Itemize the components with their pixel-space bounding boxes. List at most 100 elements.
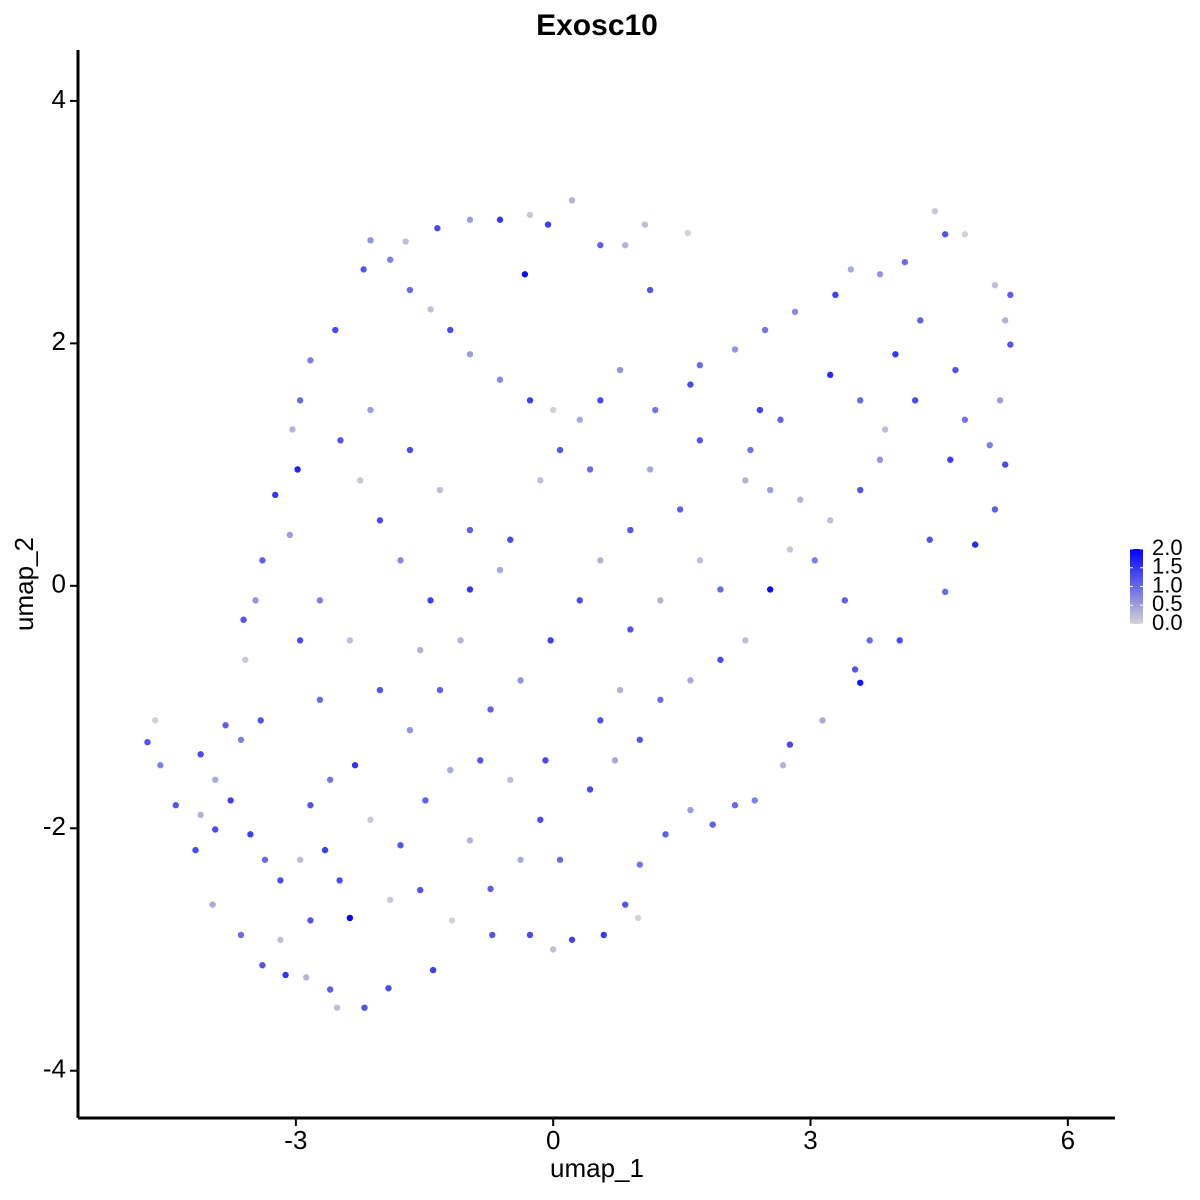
point [991,506,999,513]
point [237,931,245,939]
point [427,597,434,604]
point [434,225,441,232]
point [296,397,304,404]
point [307,357,314,364]
point [568,197,576,204]
point [556,446,564,454]
point [242,656,249,663]
point [259,557,266,564]
point [547,637,554,644]
point [406,286,414,294]
point [786,741,794,748]
point [337,437,344,444]
point [429,966,437,974]
point [496,376,504,383]
point [526,397,534,404]
point [622,241,629,249]
point [857,397,864,404]
point [857,679,864,686]
point [627,626,634,633]
point [544,221,552,228]
point [786,546,794,553]
point [652,406,659,414]
point [896,637,903,644]
point [447,326,454,334]
point [367,816,374,823]
point [286,531,294,539]
point [876,456,884,463]
color-tick-label: 1.5 [1152,554,1183,579]
point [257,717,264,724]
y-tick-label: -2 [43,811,66,841]
point [941,588,949,596]
point [487,706,494,713]
x-axis-title: umap_1 [550,1153,644,1183]
point [436,486,444,494]
point [627,526,634,534]
point [657,597,664,604]
point [316,696,324,703]
point [496,216,504,223]
point [289,426,296,433]
point [376,517,384,524]
point [427,306,434,313]
point [1007,341,1014,348]
point [296,637,304,644]
point [417,886,424,894]
point [397,842,404,849]
point [307,802,314,809]
point [447,766,454,774]
point [597,557,604,564]
point [961,231,969,238]
point [537,477,544,484]
point [941,231,949,238]
y-tick-label: 2 [52,326,66,356]
point [947,456,954,463]
point [636,861,644,868]
point [197,811,204,819]
point [687,381,694,388]
point [336,877,343,884]
point [779,762,787,769]
point [709,821,716,828]
point [326,986,334,993]
point [597,397,604,404]
point [819,717,826,724]
point [517,677,524,684]
point [646,286,654,294]
point [376,686,384,694]
point [634,914,642,922]
point [876,271,884,278]
y-tick-label: -4 [43,1054,66,1084]
point [766,486,774,494]
point [576,416,583,423]
point [360,266,367,273]
point [991,281,999,289]
point [302,974,310,981]
point [209,901,216,908]
point [144,738,151,746]
point [676,506,684,513]
point [507,776,514,783]
point [252,597,259,604]
point [568,936,576,943]
point [521,271,529,278]
point [636,736,644,743]
x-tick-label: 0 [546,1125,560,1155]
point [457,637,464,644]
point [742,477,749,484]
point [402,238,409,245]
x-tick-label: 6 [1061,1125,1075,1155]
point [542,757,549,764]
point [422,797,429,804]
point [791,308,799,316]
point [296,856,304,863]
point [731,346,739,353]
point [212,776,219,783]
point [526,931,534,939]
point [1007,291,1014,299]
point [641,221,649,228]
point [326,776,334,783]
point [926,536,933,543]
point [489,931,496,939]
